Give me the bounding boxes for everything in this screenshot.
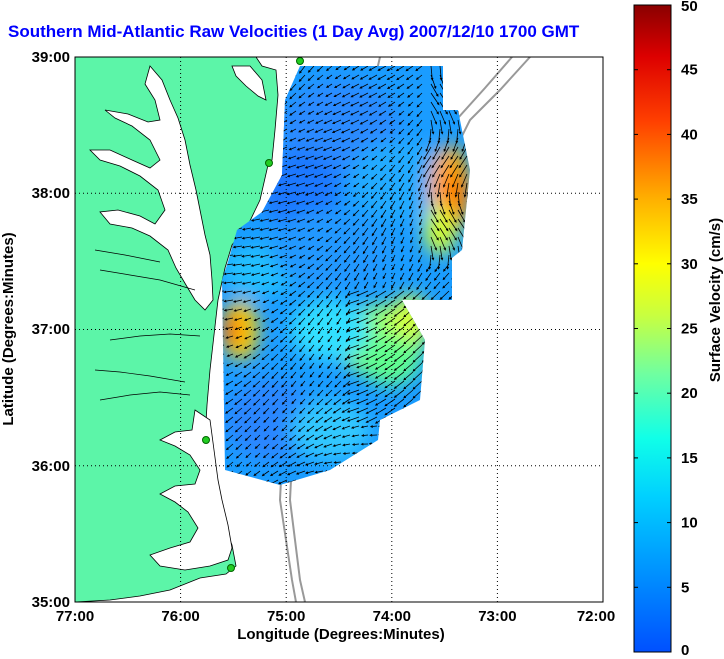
colorbar-tick-label: 10 (681, 515, 698, 532)
x-tick-label: 74:00 (373, 608, 411, 625)
colorbar-tick-label: 45 (681, 62, 698, 79)
colorbar-tick-label: 50 (681, 0, 698, 15)
x-tick-label: 75:00 (267, 608, 305, 625)
pamlico-sound (149, 409, 233, 571)
station-marker (227, 564, 235, 572)
x-tick-labels: 77:00 76:00 75:00 74:00 73:00 72:00 (56, 608, 615, 625)
colorbar-tick-label: 20 (681, 385, 698, 402)
station-marker (296, 57, 304, 65)
colorbar-tick-label: 40 (681, 126, 698, 143)
x-axis-label: Longitude (Degrees:Minutes) (237, 626, 445, 643)
x-tick-label: 76:00 (161, 608, 199, 625)
colorbar-tick-label: 30 (681, 256, 698, 273)
colorbar-tick-label: 35 (681, 191, 698, 208)
grid-lines (75, 57, 603, 602)
colorbar-label: Surface Velocity (cm/s) (707, 218, 724, 382)
y-tick-label: 38:00 (32, 185, 70, 202)
y-tick-label: 39:00 (32, 49, 70, 66)
colorbar-tick-label: 25 (681, 321, 698, 338)
y-tick-label: 36:00 (32, 458, 70, 475)
y-tick-labels: 39:00 38:00 37:00 36:00 35:00 (32, 49, 70, 611)
y-axis-label: Latitude (Degrees:Minutes) (0, 232, 17, 425)
colorbar-tick-label: 15 (681, 450, 698, 467)
x-tick-label: 72:00 (577, 608, 615, 625)
river-lines (94, 249, 201, 401)
chart-title: Southern Mid-Atlantic Raw Velocities (1 … (8, 22, 580, 41)
delaware-bay (231, 65, 267, 101)
y-tick-label: 37:00 (32, 321, 70, 338)
x-tick-label: 77:00 (56, 608, 94, 625)
x-tick-label: 73:00 (478, 608, 516, 625)
colorbar-tick-label: 0 (681, 642, 689, 659)
colorbar (633, 4, 672, 653)
colorbar-tick-label: 5 (681, 579, 689, 596)
station-marker (202, 436, 210, 444)
y-tick-label: 35:00 (32, 594, 70, 611)
station-marker (265, 159, 273, 167)
chesapeake-bay (89, 65, 214, 311)
